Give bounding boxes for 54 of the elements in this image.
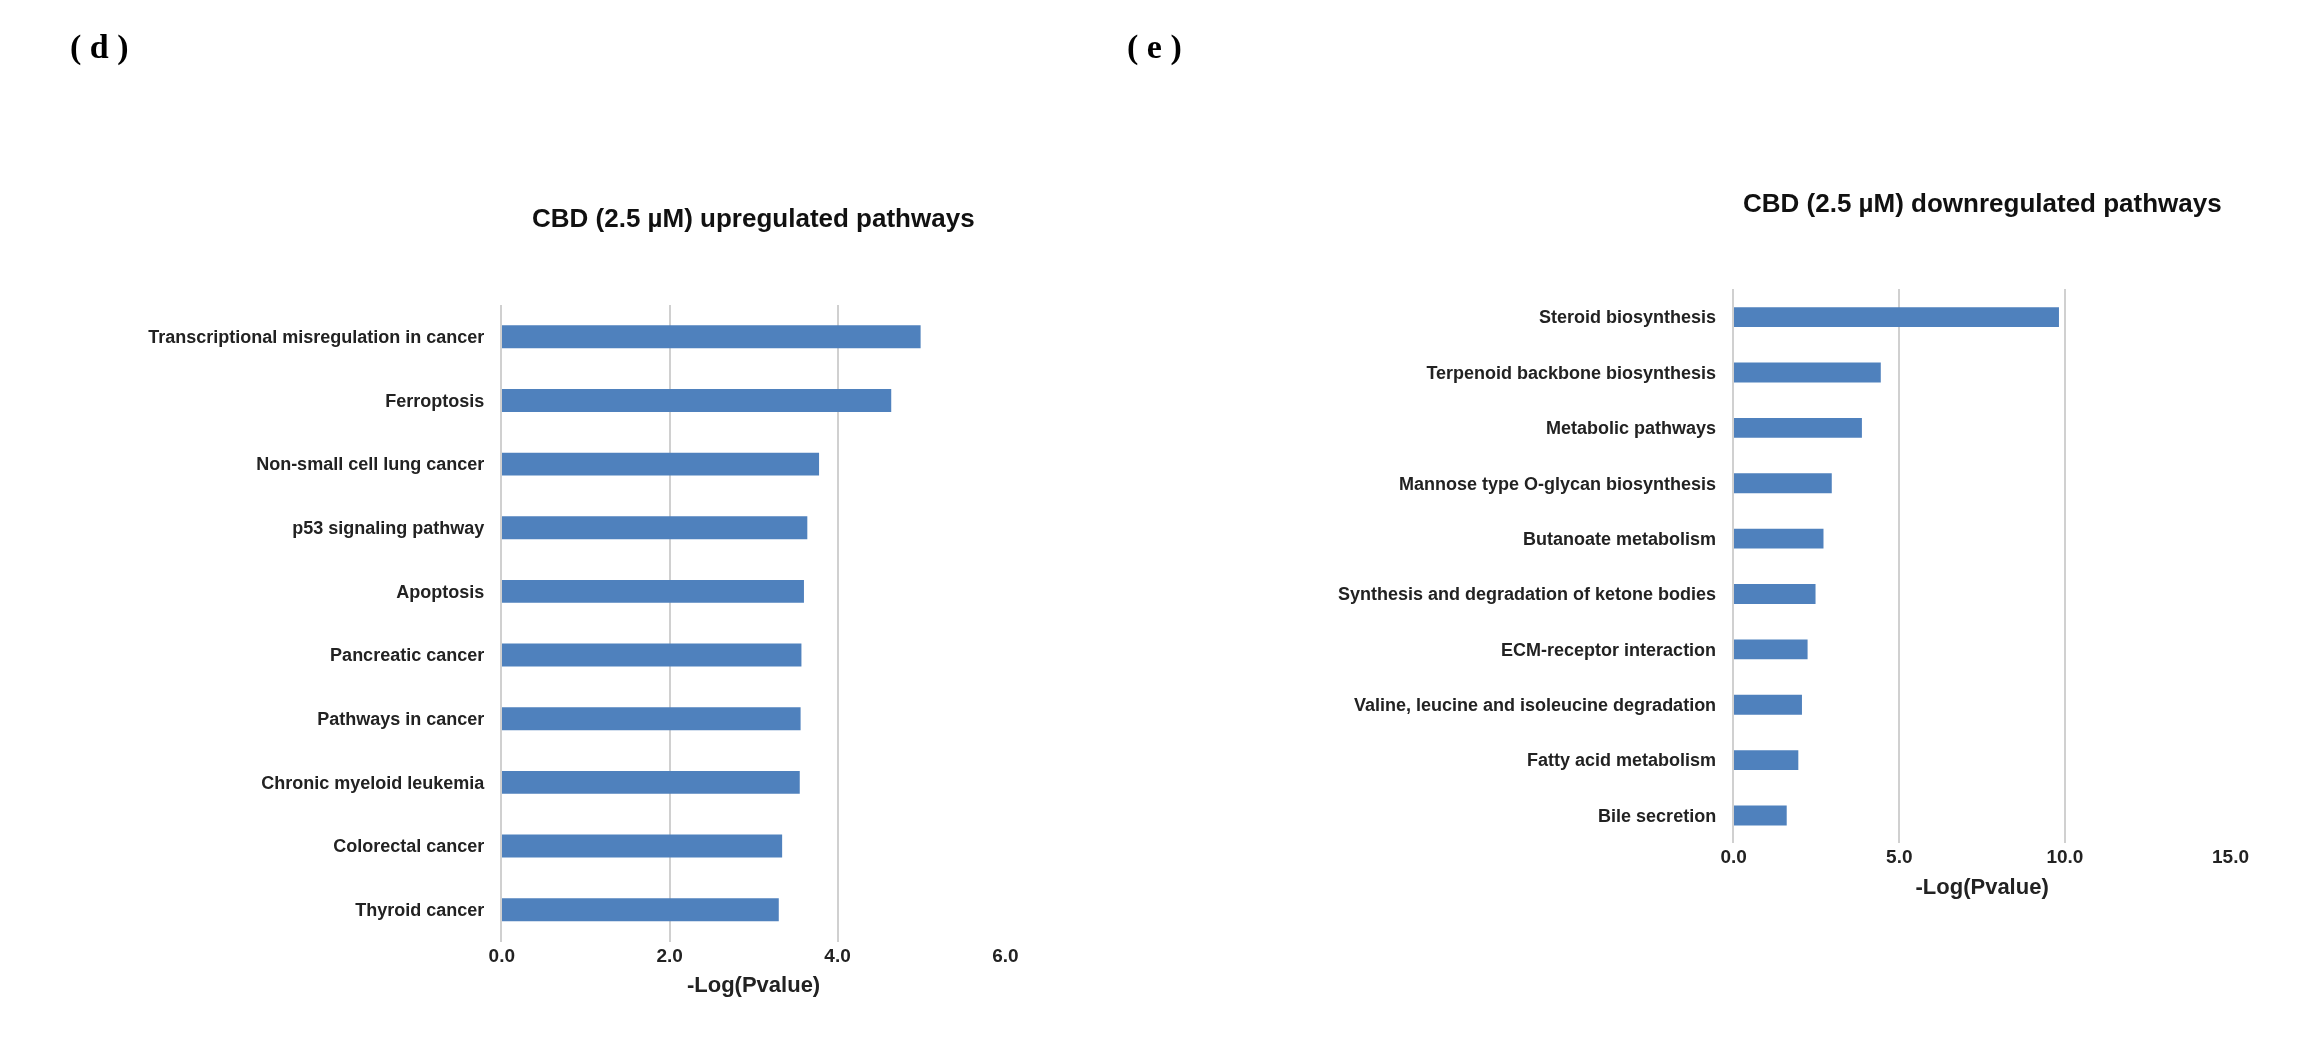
y-tick-label: Colorectal cancer [333, 836, 485, 857]
y-tick-label: Pancreatic cancer [330, 645, 485, 666]
bar [1733, 362, 1881, 383]
y-tick-label: Apoptosis [396, 581, 485, 602]
y-tick-label: Ferroptosis [385, 390, 485, 411]
bar [501, 707, 801, 731]
bar [501, 389, 892, 412]
chart-title: CBD (2.5 µM) downregulated pathways [1743, 188, 2222, 218]
bar [501, 516, 808, 540]
y-tick-label: Metabolic pathways [1546, 418, 1717, 439]
y-tick-label: Thyroid cancer [355, 899, 485, 920]
chart-title: CBD (2.5 µM) upregulated pathways [532, 203, 975, 233]
bar [1733, 528, 1824, 549]
y-tick-label: Valine, leucine and isoleucine degradation [1354, 695, 1717, 716]
bar [501, 898, 779, 922]
y-tick-label: p53 signaling pathway [292, 518, 485, 539]
bar [501, 325, 921, 349]
y-tick-label: Chronic myeloid leukemia [261, 772, 486, 793]
x-tick-label: 15.0 [2212, 846, 2250, 868]
bar [1733, 307, 2059, 328]
x-axis-title: -Log(Pvalue) [1915, 874, 2049, 900]
bar [1733, 417, 1862, 438]
bar [501, 770, 800, 794]
bar [1733, 750, 1799, 771]
y-tick-label: Pathways in cancer [317, 709, 485, 730]
x-tick-label: 2.0 [656, 944, 683, 966]
x-tick-label: 0.0 [1720, 846, 1747, 868]
bar [501, 643, 802, 667]
bar [1733, 694, 1802, 715]
bar [501, 834, 783, 858]
bar [1733, 805, 1787, 826]
bar [1733, 473, 1832, 494]
y-tick-label: Steroid biosynthesis [1539, 307, 1717, 328]
bar [501, 579, 804, 603]
x-tick-label: 0.0 [488, 944, 516, 966]
y-tick-label: Transcriptional misregulation in cancer [148, 327, 485, 348]
y-tick-label: Fatty acid metabolism [1527, 750, 1717, 771]
x-tick-label: 5.0 [1886, 846, 1913, 868]
text: ( e ) [1127, 28, 1182, 66]
y-tick-label: Synthesis and degradation of ketone bodies [1338, 584, 1717, 605]
bar [501, 452, 820, 476]
x-tick-label: 6.0 [992, 944, 1019, 966]
text: ( d ) [70, 28, 129, 66]
y-tick-label: Butanoate metabolism [1523, 528, 1717, 549]
y-tick-label: Mannose type O-glycan biosynthesis [1399, 473, 1717, 494]
x-tick-label: 4.0 [824, 944, 851, 966]
x-axis-title: -Log(Pvalue) [686, 972, 821, 998]
y-tick-label: Terpenoid backbone biosynthesis [1426, 362, 1717, 383]
x-tick-label: 10.0 [2046, 846, 2084, 868]
bar [1733, 639, 1808, 660]
y-tick-label: Non-small cell lung cancer [256, 454, 485, 475]
y-tick-label: ECM-receptor interaction [1501, 639, 1717, 660]
bar [1733, 584, 1816, 604]
y-tick-label: Bile secretion [1598, 805, 1717, 826]
